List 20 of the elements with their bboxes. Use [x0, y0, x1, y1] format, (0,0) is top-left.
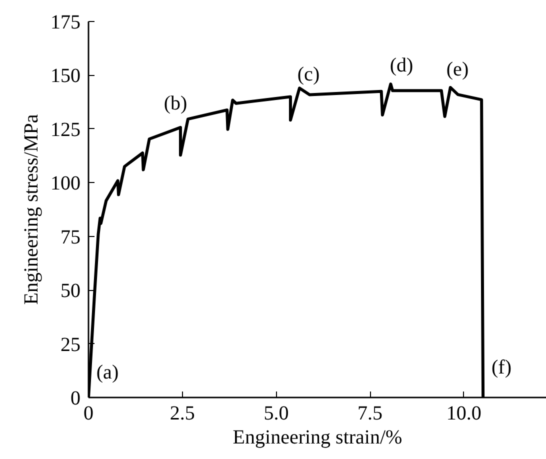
annotation: (e) — [446, 58, 469, 80]
y-tick-label: 100 — [50, 172, 80, 195]
annotation: (c) — [297, 64, 320, 86]
y-tick-label: 175 — [50, 12, 80, 34]
y-tick-label: 50 — [60, 280, 80, 302]
x-tick-label: 10.0 — [446, 402, 482, 424]
y-axis-title: Engineering stress/MPa — [20, 114, 42, 305]
annotation: (f) — [492, 356, 512, 378]
y-tick-label: 75 — [60, 226, 80, 248]
x-axis-title: Engineering strain/% — [232, 426, 402, 448]
annotation: (d) — [390, 54, 414, 76]
y-tick-label: 25 — [60, 334, 80, 356]
annotation: (a) — [96, 362, 119, 384]
x-tick-label: 7.5 — [358, 402, 383, 424]
x-tick-label: 2.5 — [170, 402, 195, 424]
y-tick-label: 0 — [70, 388, 80, 410]
annotation: (b) — [164, 92, 188, 114]
y-tick-label: 150 — [50, 65, 80, 88]
y-tick-label: 125 — [50, 118, 80, 141]
x-tick-label: 5.0 — [264, 402, 289, 424]
